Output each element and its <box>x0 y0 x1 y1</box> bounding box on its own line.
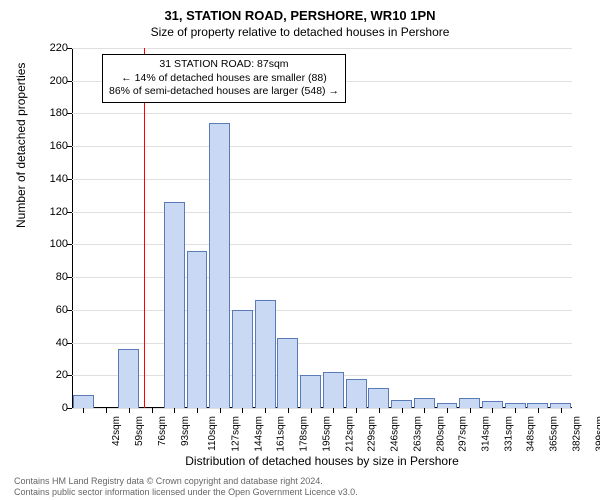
x-tick-label: 59sqm <box>134 416 145 446</box>
x-tick-mark <box>152 408 153 413</box>
x-tick-label: 42sqm <box>111 416 122 446</box>
x-tick-mark <box>561 408 562 413</box>
y-axis-title: Number of detached properties <box>14 63 28 228</box>
x-tick-label: 348sqm <box>526 416 537 452</box>
x-tick-label: 93sqm <box>180 416 191 446</box>
grid-line <box>72 48 572 49</box>
histogram-bar <box>255 300 276 408</box>
x-tick-label: 382sqm <box>571 416 582 452</box>
x-tick-mark <box>265 408 266 413</box>
chart-subtitle: Size of property relative to detached ho… <box>0 23 600 39</box>
annotation-line1: 31 STATION ROAD: 87sqm <box>109 58 339 72</box>
grid-line <box>72 408 572 409</box>
x-tick-mark <box>220 408 221 413</box>
histogram-bar <box>346 379 367 408</box>
x-tick-mark <box>174 408 175 413</box>
x-tick-label: 144sqm <box>253 416 264 452</box>
footer-line1: Contains HM Land Registry data © Crown c… <box>14 476 358 487</box>
x-tick-mark <box>402 408 403 413</box>
y-tick-label: 180 <box>38 107 68 119</box>
y-tick-label: 20 <box>38 369 68 381</box>
y-tick-label: 0 <box>38 402 68 414</box>
x-axis-title: Distribution of detached houses by size … <box>72 454 572 468</box>
annotation-box: 31 STATION ROAD: 87sqm← 14% of detached … <box>102 54 346 103</box>
x-tick-label: 195sqm <box>321 416 332 452</box>
histogram-bar <box>414 398 435 408</box>
y-tick-label: 220 <box>38 42 68 54</box>
histogram-bar <box>164 202 185 408</box>
plot-area: 02040608010012014016018020022042sqm59sqm… <box>72 48 572 408</box>
x-tick-mark <box>197 408 198 413</box>
y-tick-label: 160 <box>38 140 68 152</box>
histogram-bar <box>391 400 412 408</box>
x-tick-mark <box>447 408 448 413</box>
x-tick-mark <box>356 408 357 413</box>
histogram-bar <box>187 251 208 408</box>
x-tick-mark <box>83 408 84 413</box>
grid-line <box>72 146 572 147</box>
x-tick-label: 229sqm <box>367 416 378 452</box>
x-tick-label: 178sqm <box>299 416 310 452</box>
x-tick-label: 161sqm <box>276 416 287 452</box>
histogram-bar <box>300 375 321 408</box>
x-tick-label: 399sqm <box>594 416 600 452</box>
x-tick-label: 331sqm <box>503 416 514 452</box>
x-tick-mark <box>515 408 516 413</box>
footer-line2: Contains public sector information licen… <box>14 487 358 498</box>
x-tick-label: 127sqm <box>231 416 242 452</box>
grid-line <box>72 212 572 213</box>
x-tick-mark <box>129 408 130 413</box>
y-tick-label: 100 <box>38 238 68 250</box>
y-axis-line <box>72 48 73 408</box>
grid-line <box>72 244 572 245</box>
x-tick-mark <box>106 408 107 413</box>
chart-title: 31, STATION ROAD, PERSHORE, WR10 1PN <box>0 0 600 23</box>
grid-line <box>72 179 572 180</box>
histogram-bar <box>118 349 139 408</box>
x-tick-mark <box>470 408 471 413</box>
histogram-bar <box>277 338 298 408</box>
x-tick-mark <box>538 408 539 413</box>
x-tick-label: 314sqm <box>481 416 492 452</box>
annotation-line2: ← 14% of detached houses are smaller (88… <box>109 72 339 86</box>
grid-line <box>72 277 572 278</box>
y-tick-label: 80 <box>38 271 68 283</box>
x-tick-label: 365sqm <box>549 416 560 452</box>
x-tick-mark <box>492 408 493 413</box>
histogram-bar <box>209 123 230 408</box>
grid-line <box>72 310 572 311</box>
histogram-bar <box>73 395 94 408</box>
x-tick-label: 246sqm <box>390 416 401 452</box>
grid-line <box>72 343 572 344</box>
histogram-bar <box>368 388 389 408</box>
x-tick-label: 76sqm <box>157 416 168 446</box>
histogram-bar <box>232 310 253 408</box>
x-tick-mark <box>424 408 425 413</box>
y-tick-label: 140 <box>38 173 68 185</box>
histogram-bar <box>323 372 344 408</box>
x-tick-label: 212sqm <box>344 416 355 452</box>
x-tick-label: 263sqm <box>412 416 423 452</box>
x-tick-mark <box>379 408 380 413</box>
x-tick-label: 280sqm <box>435 416 446 452</box>
grid-line <box>72 113 572 114</box>
x-tick-mark <box>333 408 334 413</box>
y-tick-label: 40 <box>38 337 68 349</box>
footer-text: Contains HM Land Registry data © Crown c… <box>14 476 358 498</box>
x-tick-mark <box>311 408 312 413</box>
y-tick-label: 60 <box>38 304 68 316</box>
y-tick-label: 200 <box>38 75 68 87</box>
chart-container: 31, STATION ROAD, PERSHORE, WR10 1PN Siz… <box>0 0 600 500</box>
x-tick-label: 110sqm <box>207 416 218 451</box>
histogram-bar <box>459 398 480 408</box>
x-tick-mark <box>288 408 289 413</box>
x-tick-mark <box>242 408 243 413</box>
y-tick-label: 120 <box>38 206 68 218</box>
x-tick-label: 297sqm <box>458 416 469 452</box>
annotation-line3: 86% of semi-detached houses are larger (… <box>109 85 339 99</box>
